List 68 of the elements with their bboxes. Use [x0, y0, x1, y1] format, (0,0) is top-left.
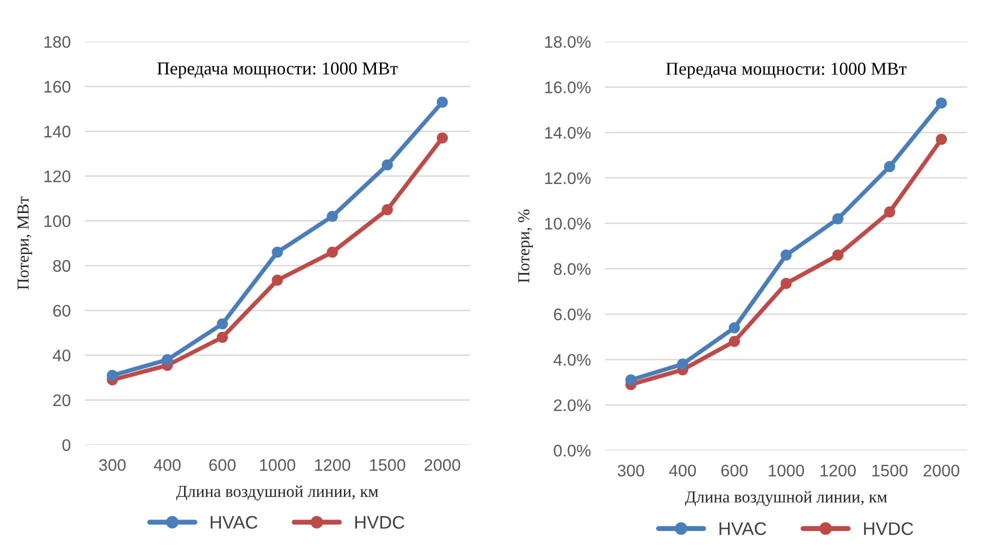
- y-tick-label: 160: [44, 80, 70, 93]
- point: [106, 370, 118, 381]
- x-tick-label: 2000: [924, 464, 960, 476]
- x-tick-label: 1500: [370, 459, 406, 471]
- point: [382, 159, 393, 170]
- point: [382, 204, 393, 216]
- y-tick-label: 14.0%: [545, 126, 591, 139]
- text: Передача мощности: 1000 МВт: [157, 62, 398, 78]
- text: Передача мощности: 1000 МВт: [666, 62, 906, 79]
- legend-label: HVAC: [210, 516, 258, 529]
- x-tick-label: 2000: [424, 459, 460, 471]
- y-tick-label: 12.0%: [545, 172, 591, 184]
- x-tick-label: 1000: [768, 464, 804, 476]
- y-tick-label: 80: [53, 260, 70, 272]
- point: [162, 354, 173, 366]
- x-axis-title: Длина воздушной линии, км: [685, 491, 887, 506]
- point: [936, 97, 947, 109]
- point: [728, 336, 740, 347]
- x-tick-label: 300: [618, 464, 644, 476]
- point: [832, 213, 844, 224]
- point: [780, 278, 792, 290]
- x-tick-label: 1200: [315, 459, 350, 471]
- y-tick-label: 60: [53, 304, 70, 317]
- y-tick-label: 18.0%: [545, 36, 591, 48]
- y-tick-label: 2.0%: [554, 399, 591, 412]
- x-tick-label: 300: [99, 459, 126, 471]
- y-tick-label: 120: [44, 170, 70, 182]
- x-tick-label: 600: [721, 464, 748, 476]
- y-tick-label: 0.0%: [554, 444, 591, 457]
- legend-label: HVDC: [355, 516, 404, 529]
- y-tick-label: 16.0%: [545, 82, 591, 94]
- point: [625, 374, 636, 386]
- y-axis-title: Потери, МВт: [18, 196, 32, 290]
- point: [216, 318, 228, 330]
- point: [884, 161, 896, 172]
- x-tick-label: 1000: [260, 459, 296, 471]
- y-tick-label: 10.0%: [545, 218, 591, 230]
- x-tick-label: 1200: [820, 464, 856, 476]
- y-tick-label: 0: [62, 439, 70, 452]
- point: [272, 274, 283, 286]
- x-tick-label: 400: [154, 459, 181, 471]
- point: [326, 246, 338, 258]
- x-tick-label: 600: [209, 459, 236, 471]
- point: [216, 332, 228, 343]
- legend-label: HVDC: [864, 522, 914, 536]
- y-tick-label: 180: [44, 36, 70, 48]
- point: [436, 96, 448, 108]
- point: [884, 206, 896, 218]
- point: [326, 210, 338, 222]
- point: [677, 358, 688, 370]
- x-tick-label: 400: [669, 464, 696, 476]
- point: [728, 322, 740, 334]
- y-tick-label: 140: [44, 126, 70, 138]
- y-tick-label: 6.0%: [554, 308, 591, 320]
- y-axis-title: Потери, %: [518, 209, 533, 283]
- y-tick-label: 20: [53, 394, 70, 406]
- y-tick-label: 100: [44, 215, 70, 228]
- point: [436, 132, 448, 144]
- y-tick-label: 40: [52, 350, 70, 362]
- point: [780, 250, 792, 261]
- point: [936, 134, 947, 145]
- y-tick-label: 8.0%: [554, 263, 591, 275]
- x-tick-label: 1500: [872, 464, 908, 476]
- point: [272, 246, 283, 258]
- x-axis-title: Длина воздушной линии, км: [176, 485, 378, 500]
- point: [832, 250, 844, 261]
- legend-label: HVAC: [720, 522, 766, 536]
- y-tick-label: 4.0%: [554, 354, 591, 366]
